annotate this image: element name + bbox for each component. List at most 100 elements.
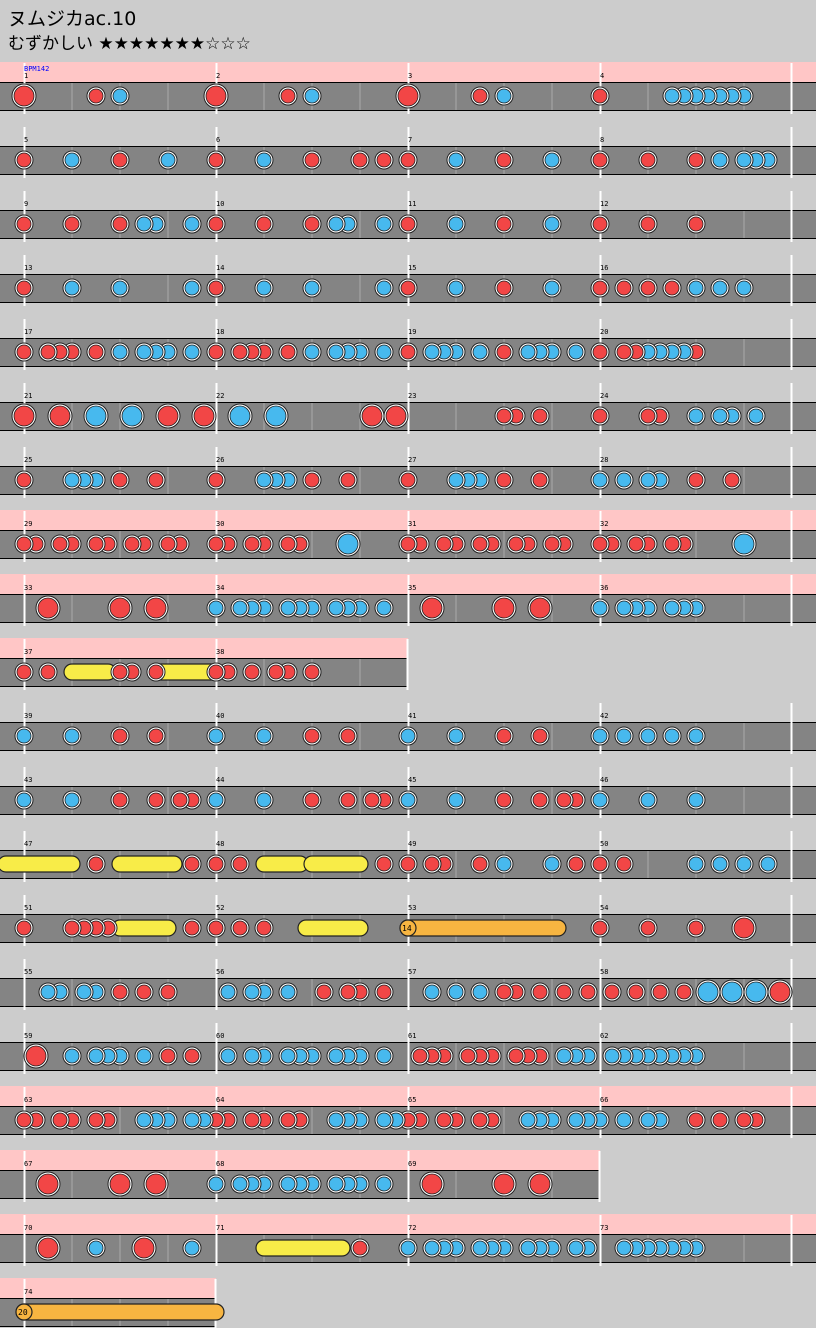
don-note bbox=[338, 470, 358, 490]
don-note bbox=[146, 790, 166, 810]
ka-note bbox=[182, 214, 202, 234]
measure-number: 39 bbox=[24, 712, 32, 720]
measure-number: 38 bbox=[216, 648, 224, 656]
measure-number: 21 bbox=[24, 392, 32, 400]
measure-number: 29 bbox=[24, 520, 32, 528]
don-note bbox=[722, 470, 742, 490]
don-note bbox=[362, 790, 382, 810]
measure-number: 36 bbox=[600, 584, 608, 592]
measure-number: 50 bbox=[600, 840, 608, 848]
don-note bbox=[242, 534, 262, 554]
don-big-note bbox=[527, 595, 553, 621]
score-row: 33 34 35 36 bbox=[0, 574, 816, 626]
don-note bbox=[638, 406, 658, 426]
don-note bbox=[398, 470, 418, 490]
measure-number: 27 bbox=[408, 456, 416, 464]
don-note bbox=[614, 342, 634, 362]
don-big-note bbox=[35, 1235, 61, 1261]
score-row: 5 6 7 8 bbox=[0, 127, 816, 178]
measure-number: 11 bbox=[408, 200, 416, 208]
ka-big-note bbox=[119, 403, 145, 429]
ka-note bbox=[14, 790, 34, 810]
ka-note bbox=[326, 342, 346, 362]
drumroll-note bbox=[0, 855, 81, 873]
ka-note bbox=[470, 982, 490, 1002]
ka-big-note bbox=[83, 403, 109, 429]
ka-note bbox=[542, 214, 562, 234]
don-note bbox=[86, 86, 106, 106]
score-row: 47 48 49 50 bbox=[0, 831, 816, 882]
ka-note bbox=[566, 1110, 586, 1130]
ka-note bbox=[110, 278, 130, 298]
don-note bbox=[14, 1110, 34, 1130]
ka-note bbox=[638, 470, 658, 490]
balloon-head bbox=[15, 1303, 33, 1321]
measure-number: 15 bbox=[408, 264, 416, 272]
don-note bbox=[686, 214, 706, 234]
gogo-band bbox=[0, 1278, 216, 1298]
difficulty-line: むずかしい ★★★★★★★☆☆☆ bbox=[8, 32, 251, 56]
measure-number: 37 bbox=[24, 648, 32, 656]
ka-note bbox=[614, 470, 634, 490]
don-note bbox=[38, 342, 58, 362]
score-row: 67 68 69 bbox=[0, 1150, 601, 1202]
don-note bbox=[494, 214, 514, 234]
don-note bbox=[374, 982, 394, 1002]
don-note bbox=[350, 1238, 370, 1258]
don-note bbox=[650, 982, 670, 1002]
don-note bbox=[686, 470, 706, 490]
don-note bbox=[590, 918, 610, 938]
ka-note bbox=[62, 1046, 82, 1066]
ka-note bbox=[542, 278, 562, 298]
ka-note bbox=[710, 854, 730, 874]
ka-note bbox=[206, 1174, 226, 1194]
ka-note bbox=[494, 854, 514, 874]
don-note bbox=[554, 790, 574, 810]
ka-big-note bbox=[743, 979, 769, 1005]
don-note bbox=[278, 1110, 298, 1130]
don-big-note bbox=[191, 403, 217, 429]
measure-number: 54 bbox=[600, 904, 608, 912]
don-big-note bbox=[527, 1171, 553, 1197]
measure-number: 34 bbox=[216, 584, 224, 592]
don-note bbox=[530, 790, 550, 810]
ka-note bbox=[254, 150, 274, 170]
measure-number: 69 bbox=[408, 1160, 416, 1168]
don-note bbox=[206, 854, 226, 874]
ka-note bbox=[662, 726, 682, 746]
measure-number: 1 bbox=[24, 72, 28, 80]
score-row: 63 64 65 66 bbox=[0, 1086, 816, 1138]
don-note bbox=[242, 1110, 262, 1130]
don-big-note bbox=[131, 1235, 157, 1261]
don-big-note bbox=[359, 403, 385, 429]
don-big-note bbox=[419, 1171, 445, 1197]
don-note bbox=[182, 918, 202, 938]
measure-number: 66 bbox=[600, 1096, 608, 1104]
measure-number: 45 bbox=[408, 776, 416, 784]
measure-number: 56 bbox=[216, 968, 224, 976]
drumroll-note bbox=[111, 919, 177, 937]
don-note bbox=[314, 982, 334, 1002]
don-note bbox=[14, 214, 34, 234]
don-note bbox=[470, 1110, 490, 1130]
ka-note bbox=[446, 214, 466, 234]
ka-note bbox=[638, 726, 658, 746]
ka-note bbox=[398, 790, 418, 810]
measure-number: 55 bbox=[24, 968, 32, 976]
ka-note bbox=[254, 278, 274, 298]
drumroll-note bbox=[303, 855, 369, 873]
ka-note bbox=[662, 86, 682, 106]
don-note bbox=[674, 982, 694, 1002]
don-note bbox=[626, 534, 646, 554]
ka-note bbox=[206, 790, 226, 810]
don-big-note bbox=[107, 595, 133, 621]
don-note bbox=[638, 214, 658, 234]
don-note bbox=[134, 982, 154, 1002]
don-note bbox=[50, 1110, 70, 1130]
don-note bbox=[338, 726, 358, 746]
ka-note bbox=[710, 406, 730, 426]
ka-note bbox=[326, 214, 346, 234]
don-big-note bbox=[11, 403, 37, 429]
drumroll-note bbox=[255, 855, 309, 873]
don-note bbox=[122, 534, 142, 554]
